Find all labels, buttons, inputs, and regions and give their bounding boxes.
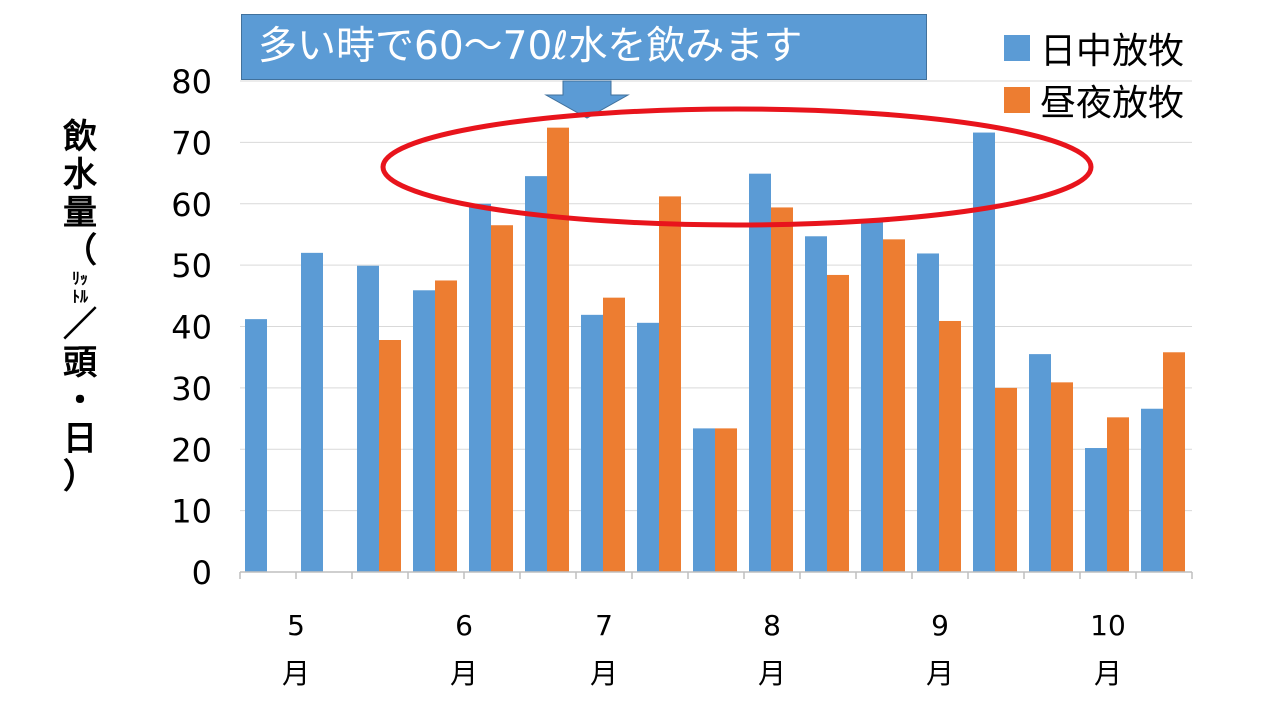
y-tick-label: 60 (171, 186, 212, 224)
y-tick-label: 10 (171, 493, 212, 531)
month-number: 9 (931, 609, 949, 642)
bar (379, 340, 401, 572)
month-unit: 月 (281, 657, 310, 690)
bar (491, 225, 513, 572)
bar (1051, 382, 1073, 572)
bar (581, 314, 603, 572)
month-unit: 月 (757, 657, 786, 690)
bar (995, 387, 1017, 572)
legend-label-dayandnight: 昼夜放牧 (1040, 83, 1185, 124)
annotation-text: 多い時で60～70ℓ水を飲みます (258, 24, 803, 69)
y-tick-label: 40 (171, 309, 212, 347)
legend-item-dayandnight: 昼夜放牧 (1004, 74, 1184, 126)
bar (1085, 448, 1107, 572)
month-number: 8 (763, 609, 781, 642)
legend-swatch-daytime (1004, 35, 1030, 61)
bar (469, 203, 491, 572)
bar (883, 239, 905, 572)
y-tick-label: 20 (171, 431, 212, 469)
bar (525, 176, 547, 572)
annotation-callout: 多い時で60～70ℓ水を飲みます (241, 14, 927, 80)
y-tick-label: 30 (171, 370, 212, 408)
bar (939, 320, 961, 572)
legend-swatch-dayandnight (1004, 87, 1030, 113)
bar (805, 236, 827, 572)
bar (771, 207, 793, 572)
legend-item-daytime: 日中放牧 (1004, 22, 1184, 74)
month-number: 7 (595, 609, 613, 642)
month-unit: 月 (589, 657, 618, 690)
month-unit: 月 (925, 657, 954, 690)
bar (245, 319, 267, 572)
bar (659, 196, 681, 572)
bar (827, 274, 849, 572)
bar (637, 322, 659, 572)
legend-label-daytime: 日中放牧 (1040, 31, 1185, 72)
bar (973, 132, 995, 572)
y-tick-label: 50 (171, 247, 212, 285)
bar (715, 428, 737, 572)
bar (603, 297, 625, 572)
month-label: 10 月 (1078, 606, 1138, 694)
highlight-ellipse (380, 106, 1094, 228)
bar (1163, 352, 1185, 572)
month-number: 6 (455, 609, 473, 642)
annotation-arrow (544, 80, 630, 119)
bar (547, 127, 569, 573)
bar (413, 290, 435, 572)
y-tick-label: 0 (192, 554, 212, 592)
y-tick-label: 80 (171, 63, 212, 101)
month-number: 10 (1090, 609, 1126, 642)
y-tick-label: 70 (171, 124, 212, 162)
month-unit: 月 (1093, 657, 1122, 690)
bar (1029, 354, 1051, 572)
bar (693, 428, 715, 572)
month-unit: 月 (449, 657, 478, 690)
bar (1107, 417, 1129, 572)
bar (1141, 408, 1163, 572)
legend: 日中放牧 昼夜放牧 (1004, 22, 1184, 126)
bar (357, 265, 379, 572)
month-number: 5 (287, 609, 305, 642)
bar (435, 280, 457, 572)
bar (301, 252, 323, 572)
bar (917, 253, 939, 572)
bar (861, 219, 883, 572)
bar (749, 173, 771, 572)
y-axis-label: 飲 水 量 （ ﾘｯ ﾄﾙ ／ 頭 ・ 日 ） (63, 117, 97, 497)
